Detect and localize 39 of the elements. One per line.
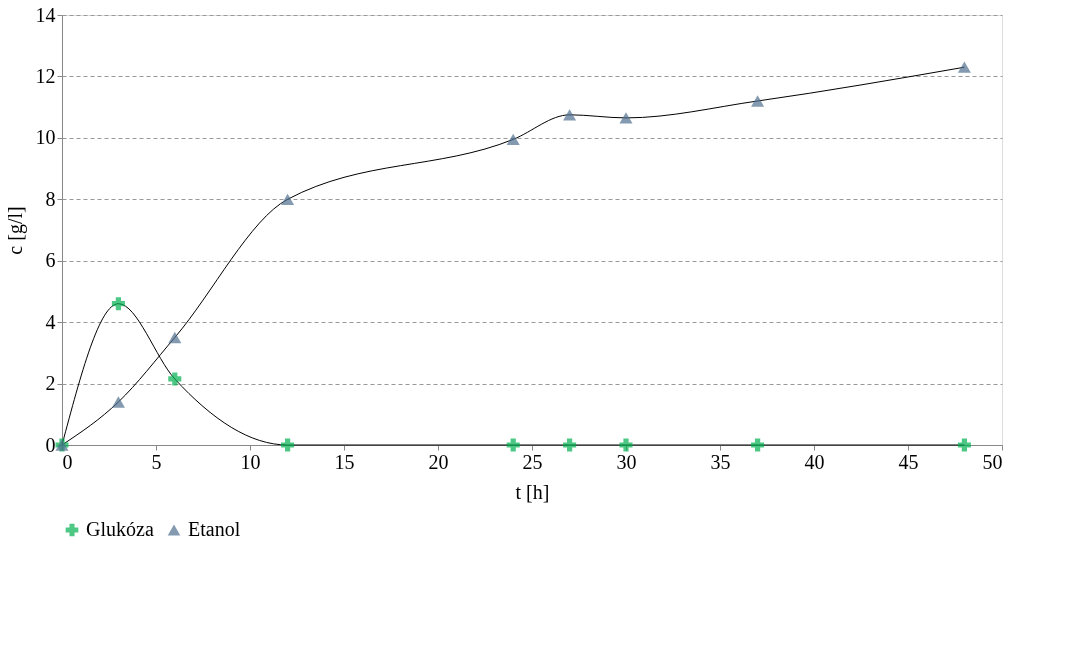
y-tick-label: 4 [45, 310, 56, 333]
point [957, 61, 971, 73]
y-tick-label: 6 [45, 249, 56, 272]
point [506, 438, 520, 452]
point [751, 95, 765, 107]
y-tick-label: 14 [35, 3, 56, 26]
x-tick-label: 0 [62, 450, 73, 473]
x-tick-label: 20 [428, 450, 449, 473]
point [281, 438, 295, 452]
x-tick-label: 10 [240, 450, 261, 473]
point [168, 331, 182, 344]
x-tick-label: 50 [982, 450, 1003, 473]
x-tick-label: 25 [522, 450, 543, 473]
x-tick-label: 45 [898, 450, 919, 473]
y-tick-label: 12 [35, 64, 56, 87]
point [281, 193, 295, 205]
point [111, 396, 125, 408]
point [168, 372, 182, 386]
x-tick-label: 15 [334, 450, 355, 473]
legend-label: Etanol [188, 518, 241, 540]
y-tick-label: 2 [45, 372, 56, 395]
point [619, 438, 633, 452]
point [751, 438, 765, 452]
point [563, 109, 577, 121]
y-axis-title: c [g/l] [3, 206, 27, 255]
y-tick-label: 10 [35, 126, 56, 149]
x-tick-label: 35 [710, 450, 731, 473]
point [506, 133, 520, 146]
y-tick-label: 8 [45, 187, 56, 210]
x-axis-title: t [h] [515, 480, 550, 503]
point [619, 112, 633, 124]
y-tick-label: 0 [45, 433, 56, 456]
point [111, 297, 125, 311]
x-tick-label: 40 [804, 450, 825, 473]
point [563, 438, 577, 452]
x-tick-label: 5 [151, 450, 162, 473]
x-tick-label: 30 [616, 450, 637, 473]
point [957, 438, 971, 452]
legend-label: Glukóza [86, 518, 154, 540]
